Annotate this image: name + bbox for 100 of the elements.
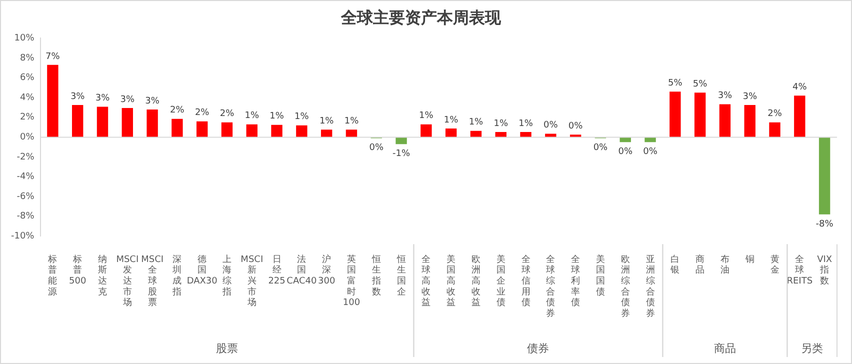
data-label: 0% <box>568 121 584 132</box>
bar <box>320 130 332 138</box>
x-tick-label: 美国高收益 <box>446 254 456 308</box>
data-label: 7% <box>46 52 60 62</box>
y-tick-label: -10% <box>10 232 35 242</box>
y-tick-label: 0% <box>20 132 35 143</box>
data-label: 1% <box>468 118 484 128</box>
data-label: 1% <box>419 111 434 122</box>
bar <box>794 96 806 138</box>
x-tick-label: 美国国债 <box>596 254 605 298</box>
data-label: 5% <box>668 78 683 89</box>
text: 商品 <box>714 342 736 355</box>
bar <box>396 137 407 144</box>
x-tick-label: 日经225 <box>268 254 286 287</box>
bar <box>271 124 282 138</box>
y-tick-label: 4% <box>20 92 35 103</box>
text: 债券 <box>527 342 550 355</box>
x-tick-label: 黄金 <box>770 254 780 276</box>
data-label: 3% <box>718 91 733 102</box>
data-label: 1% <box>294 112 310 122</box>
bar <box>670 92 681 138</box>
bar <box>196 121 208 138</box>
data-label: 5% <box>692 79 708 90</box>
y-tick-label: -8% <box>16 212 35 222</box>
data-label: 2% <box>220 109 235 120</box>
text: 股票 <box>216 342 238 355</box>
x-tick-label: 法国CAC40 <box>286 254 317 287</box>
bar <box>719 104 731 138</box>
data-label: 3% <box>145 96 160 106</box>
x-tick-label: MSCI新兴市场 <box>240 254 264 308</box>
bar <box>47 64 58 138</box>
data-label: 2% <box>194 108 210 118</box>
x-tick-label: 全球高收益 <box>422 254 431 308</box>
data-label: 1% <box>494 118 508 129</box>
x-tick-label: MSCI发达市场 <box>116 254 139 308</box>
bar <box>694 92 706 138</box>
data-label: 3% <box>120 94 135 105</box>
data-label: 0% <box>593 143 608 154</box>
bar <box>818 137 830 214</box>
data-label: 3% <box>70 92 86 102</box>
x-tick-label: 恒生国企 <box>396 254 406 298</box>
text: 另类 <box>801 342 824 355</box>
x-tick-label: 标普500 <box>69 254 86 287</box>
data-label: -1% <box>392 148 410 159</box>
data-label: 2% <box>170 106 185 116</box>
data-label: 0% <box>369 143 384 154</box>
bar <box>246 124 258 138</box>
bar <box>296 125 308 138</box>
bar <box>122 108 133 138</box>
x-tick-label: 全球利率债 <box>571 254 580 308</box>
x-tick-label: 纳斯达克 <box>98 254 107 298</box>
y-tick-label: -4% <box>16 172 35 182</box>
y-tick-label: -6% <box>16 192 35 202</box>
x-tick-label: MSCI全球股票 <box>141 254 164 308</box>
x-tick-label: 欧洲高收益 <box>471 254 480 308</box>
x-tick-label: 沪深300 <box>318 254 336 287</box>
x-tick-label: 商品 <box>696 254 705 276</box>
data-label: 0% <box>544 120 558 131</box>
bar <box>221 122 233 138</box>
bar <box>769 122 780 138</box>
bar <box>346 130 358 138</box>
x-tick-label: 德国DAX30 <box>186 254 218 287</box>
x-tick-label: 英国富时100 <box>342 254 360 308</box>
data-label: 1% <box>344 116 360 127</box>
x-tick-label: 深圳成指 <box>172 254 182 298</box>
x-tick-label: 欧洲综合债券 <box>620 254 630 319</box>
x-tick-label: 美国企业债 <box>496 254 506 308</box>
data-label: 1% <box>518 118 534 129</box>
chart-title: 全球主要资产本周表现 <box>340 8 502 27</box>
x-tick-label: 全球信用债 <box>521 254 530 308</box>
data-label: 3% <box>95 94 110 104</box>
x-tick-label: 上海综指 <box>221 254 232 298</box>
y-tick-label: 10% <box>14 34 35 44</box>
bar <box>644 137 656 142</box>
data-label: 0% <box>618 146 633 157</box>
bar <box>72 105 84 138</box>
data-label: 0% <box>643 146 658 157</box>
data-label: 1% <box>319 116 334 127</box>
bar <box>445 128 457 138</box>
bar <box>146 109 158 138</box>
data-label: 4% <box>792 82 808 92</box>
data-label: 1% <box>244 111 260 122</box>
x-tick-label: 白银 <box>670 254 680 276</box>
bar <box>744 105 756 138</box>
x-tick-label: 布油 <box>720 254 730 276</box>
bar <box>420 124 432 138</box>
bar <box>172 118 183 138</box>
y-tick-label: -2% <box>16 152 35 162</box>
x-tick-label: 铜 <box>744 254 754 265</box>
data-label: 2% <box>768 109 782 120</box>
data-label: -8% <box>816 219 834 230</box>
y-tick-label: 2% <box>20 112 35 123</box>
y-tick-label: 8% <box>20 53 35 64</box>
y-tick-label: 6% <box>20 73 35 84</box>
x-tick-label: 亚洲综合债券 <box>646 254 655 319</box>
x-tick-label: 恒生指数 <box>370 254 381 298</box>
bar <box>96 106 108 138</box>
x-tick-label: 标普能源 <box>47 254 58 298</box>
x-tick-label: 全球综合债券 <box>546 254 556 319</box>
data-label: 1% <box>444 115 459 126</box>
